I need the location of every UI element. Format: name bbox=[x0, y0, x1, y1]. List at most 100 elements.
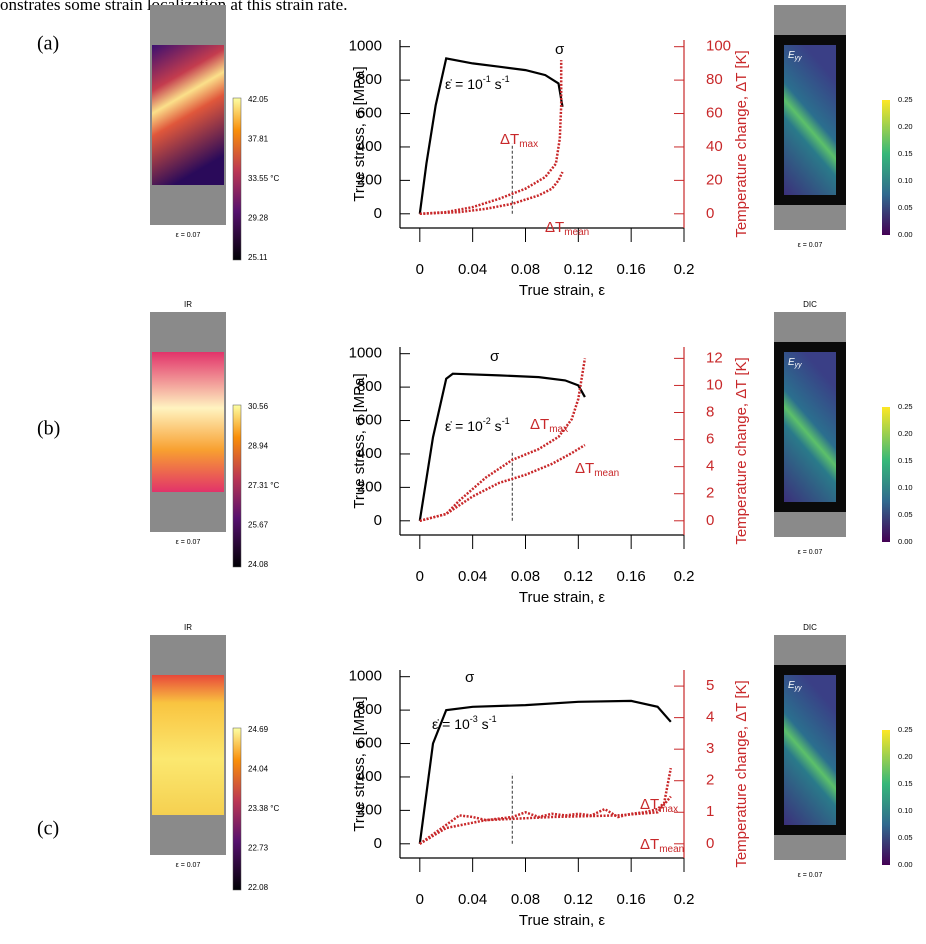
y-tick-label: 200 bbox=[357, 171, 382, 188]
dic-field-name: E bbox=[788, 357, 795, 368]
x-tick-label: 0 bbox=[416, 891, 424, 908]
dic-strain: ε = 0.07 bbox=[798, 872, 823, 879]
dic-colorbar-label: 0.20 bbox=[898, 122, 913, 131]
series-line bbox=[418, 372, 586, 521]
series-name: ΔT bbox=[640, 836, 659, 853]
x-axis-title: True strain, ε bbox=[519, 589, 605, 606]
rate-exponent: -2 bbox=[483, 416, 491, 426]
x-tick-label: 0.08 bbox=[511, 261, 540, 278]
ir-colorbar-label: 33.55 °C bbox=[248, 174, 279, 183]
x-tick-label: 0.2 bbox=[674, 261, 695, 278]
series-line bbox=[419, 795, 672, 845]
x-tick-label: 0.16 bbox=[617, 891, 646, 908]
dic-colorbar-label: 0.05 bbox=[898, 510, 913, 519]
x-tick-label: 0.12 bbox=[564, 261, 593, 278]
series-label: ΔTmax bbox=[500, 131, 538, 150]
dic-field-label: Eyy bbox=[788, 50, 802, 62]
y2-tick-label: 2 bbox=[706, 772, 714, 789]
ir-title: IR bbox=[184, 623, 192, 632]
series-subscript: max bbox=[549, 424, 568, 435]
ir-colorbar-label: 30.56 bbox=[248, 402, 269, 411]
ir-colorbar-label: 24.04 bbox=[248, 765, 269, 774]
dic-field-name: E bbox=[788, 50, 795, 61]
dic-strain: ε = 0.07 bbox=[798, 242, 823, 249]
strain-rate: ε̇ = 10-3 s-1 bbox=[432, 714, 497, 731]
series-name: σ bbox=[465, 669, 475, 686]
dic-colorbar bbox=[882, 407, 890, 542]
x-tick-label: 0.04 bbox=[458, 261, 487, 278]
dic-colorbar-label: 0.25 bbox=[898, 95, 913, 104]
dic-field-name: E bbox=[788, 680, 795, 691]
series-label: σ bbox=[465, 669, 475, 686]
y-tick-label: 600 bbox=[357, 411, 382, 428]
y-tick-label: 400 bbox=[357, 768, 382, 785]
dic-field bbox=[784, 352, 836, 502]
rate-base: ε̇ = 10 bbox=[445, 76, 483, 92]
y-tick-label: 600 bbox=[357, 734, 382, 751]
y2-tick-label: 100 bbox=[706, 38, 731, 55]
x-axis-title: True strain, ε bbox=[519, 282, 605, 299]
y-tick-label: 600 bbox=[357, 104, 382, 121]
y2-tick-label: 0 bbox=[706, 205, 714, 222]
series-label: ΔTmax bbox=[530, 416, 568, 435]
y2-tick-label: 12 bbox=[706, 349, 723, 366]
y2-tick-label: 1 bbox=[706, 803, 714, 820]
y2-tick-label: 5 bbox=[706, 677, 714, 694]
dic-colorbar-label: 0.20 bbox=[898, 752, 913, 761]
series-subscript: mean bbox=[659, 844, 684, 855]
ir-colorbar-label: 37.81 bbox=[248, 135, 269, 144]
series-subscript: mean bbox=[564, 227, 589, 238]
y-tick-label: 0 bbox=[374, 835, 382, 852]
series-label: σ bbox=[555, 41, 565, 58]
series-line bbox=[419, 443, 586, 523]
rate-base: ε̇ = 10 bbox=[445, 418, 483, 434]
rate-unit: s bbox=[491, 76, 502, 92]
y2-tick-label: 3 bbox=[706, 740, 714, 757]
rate-unit-exponent: -1 bbox=[502, 74, 510, 84]
rate-unit-exponent: -1 bbox=[502, 416, 510, 426]
dic-colorbar-label: 0.20 bbox=[898, 429, 913, 438]
y-tick-label: 800 bbox=[357, 71, 382, 88]
y-axis-title: True stress, σ [MPa] bbox=[351, 373, 368, 508]
dic-field bbox=[784, 675, 836, 825]
dic-colorbar-label: 0.10 bbox=[898, 483, 913, 492]
series-label: ΔTmean bbox=[640, 836, 684, 855]
y2-tick-label: 0 bbox=[706, 835, 714, 852]
dic-colorbar-label: 0.25 bbox=[898, 725, 913, 734]
ir-gauge bbox=[152, 45, 224, 185]
series-name: ΔT bbox=[575, 460, 594, 477]
series-subscript: mean bbox=[594, 468, 619, 479]
ir-colorbar bbox=[232, 404, 242, 568]
panel-label: (b) bbox=[37, 418, 60, 440]
y-tick-label: 200 bbox=[357, 801, 382, 818]
y-tick-label: 200 bbox=[357, 478, 382, 495]
ir-colorbar-label: 42.05 bbox=[248, 95, 269, 104]
ir-colorbar-label: 23.38 °C bbox=[248, 804, 279, 813]
dic-colorbar-label: 0.00 bbox=[898, 860, 913, 869]
dic-colorbar-label: 0.15 bbox=[898, 456, 913, 465]
y-tick-label: 1000 bbox=[349, 668, 382, 685]
ir-colorbar-label: 29.28 bbox=[248, 214, 269, 223]
ir-colorbar-label: 27.31 °C bbox=[248, 481, 279, 490]
rate-base: ε̇ = 10 bbox=[432, 716, 470, 732]
panel-label: (c) bbox=[37, 818, 59, 840]
series-name: σ bbox=[490, 348, 500, 365]
series-line bbox=[418, 699, 672, 844]
series-name: ΔT bbox=[545, 219, 564, 236]
dic-colorbar-label: 0.15 bbox=[898, 149, 913, 158]
dic-field-sub: yy bbox=[794, 362, 803, 369]
x-tick-label: 0.04 bbox=[458, 891, 487, 908]
x-tick-label: 0 bbox=[416, 568, 424, 585]
ir-title: IR bbox=[184, 0, 192, 2]
ir-title: IR bbox=[184, 300, 192, 309]
ir-colorbar-label: 25.67 bbox=[248, 521, 269, 530]
dic-colorbar-label: 0.15 bbox=[898, 779, 913, 788]
y2-axis-title: Temperature change, ΔT [K] bbox=[733, 680, 750, 867]
ir-strain: ε = 0.07 bbox=[176, 232, 201, 239]
rate-exponent: -1 bbox=[483, 74, 491, 84]
ir-colorbar-label: 24.69 bbox=[248, 725, 269, 734]
dic-colorbar bbox=[882, 100, 890, 235]
strain-rate: ε̇ = 10-2 s-1 bbox=[445, 416, 510, 433]
panel-label: (a) bbox=[37, 33, 59, 55]
